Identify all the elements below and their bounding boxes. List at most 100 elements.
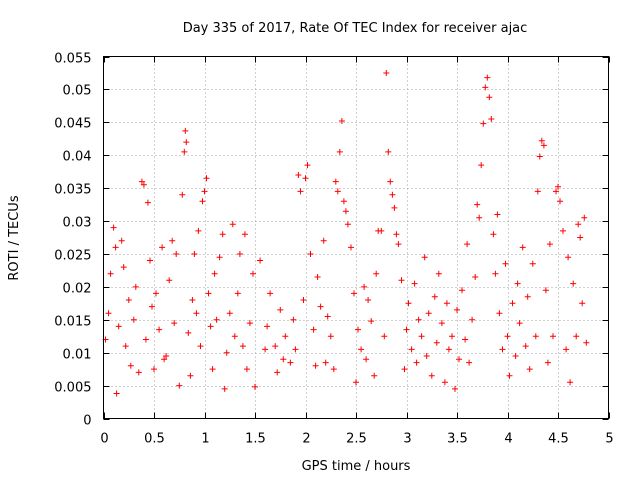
data-point: [550, 333, 556, 340]
data-point: [435, 270, 442, 277]
data-point: [514, 280, 521, 287]
data-point: [488, 116, 495, 122]
data-point: [272, 343, 279, 350]
data-point: [456, 356, 462, 363]
data-point: [462, 336, 469, 343]
data-point: [149, 303, 155, 310]
data-point: [348, 244, 354, 251]
data-point: [138, 178, 145, 185]
data-point: [338, 118, 345, 124]
data-point: [159, 244, 166, 251]
data-point: [484, 74, 491, 81]
data-point: [317, 303, 324, 310]
data-point: [358, 346, 365, 353]
data-point: [403, 326, 410, 333]
data-point: [538, 137, 545, 144]
data-point: [334, 188, 341, 195]
data-point: [223, 349, 230, 356]
data-point: [361, 283, 368, 290]
data-point: [304, 162, 311, 169]
data-point: [577, 234, 584, 241]
x-tick-label: 3.5: [447, 432, 468, 447]
y-tick-label: 0.055: [54, 52, 91, 67]
data-point: [277, 306, 284, 313]
data-point: [443, 300, 450, 307]
data-point: [563, 346, 570, 353]
data-point: [560, 227, 566, 234]
data-point: [142, 336, 149, 343]
data-point: [140, 181, 147, 188]
data-point: [570, 280, 577, 287]
data-point: [581, 214, 588, 221]
data-point: [209, 366, 216, 373]
data-point: [264, 323, 271, 330]
data-point: [320, 237, 327, 244]
data-point: [314, 274, 321, 280]
y-tick-label: 0.005: [54, 381, 91, 396]
x-tick-label: 2.5: [346, 432, 367, 447]
data-point: [355, 326, 361, 333]
data-point: [120, 264, 127, 271]
data-point: [166, 277, 173, 284]
data-point: [181, 148, 188, 155]
data-point: [280, 356, 287, 363]
data-point: [189, 297, 196, 303]
data-point: [110, 224, 117, 231]
data-point: [197, 343, 204, 350]
data-point: [378, 227, 385, 234]
data-point: [418, 333, 425, 340]
data-point: [573, 333, 580, 340]
data-point: [398, 277, 405, 284]
data-point: [502, 260, 509, 267]
data-point: [262, 346, 269, 353]
data-point: [199, 198, 206, 205]
data-point: [282, 333, 289, 340]
data-point: [287, 359, 294, 366]
data-point: [221, 385, 228, 392]
data-point: [474, 201, 481, 208]
data-point: [203, 175, 210, 182]
data-point: [127, 362, 134, 369]
y-tick-label: 0.015: [54, 315, 91, 330]
y-tick-label: 0.045: [54, 117, 91, 132]
data-point: [452, 385, 458, 392]
data-point: [226, 310, 233, 317]
data-point: [411, 280, 418, 287]
data-point: [472, 274, 479, 280]
data-point: [415, 316, 422, 323]
data-point: [340, 198, 347, 205]
data-point: [241, 231, 248, 238]
data-point: [469, 316, 476, 323]
data-point: [441, 379, 448, 386]
x-tick-label: 3: [403, 432, 411, 447]
y-tick-label: 0: [83, 414, 91, 429]
chart-title: Day 335 of 2017, Rate Of TEC Index for r…: [183, 21, 528, 36]
data-point: [423, 353, 430, 359]
data-point: [105, 310, 112, 317]
data-point: [365, 297, 372, 303]
x-tick-label: 0: [100, 432, 108, 447]
data-point: [163, 353, 170, 359]
data-point: [555, 183, 561, 190]
data-point: [290, 316, 297, 323]
data-point: [132, 283, 139, 290]
data-point: [391, 204, 398, 211]
data-point: [482, 84, 489, 91]
data-point: [522, 343, 529, 350]
data-point: [118, 237, 125, 244]
data-point: [459, 287, 465, 294]
data-point: [476, 214, 483, 221]
data-point: [431, 293, 438, 300]
data-point: [292, 346, 299, 353]
data-point: [393, 231, 400, 238]
data-point: [113, 390, 120, 397]
data-point: [185, 329, 192, 336]
data-point: [519, 244, 526, 251]
data-point: [480, 120, 487, 127]
data-point: [351, 290, 357, 297]
data-point: [205, 290, 212, 297]
data-point: [557, 198, 563, 205]
data-point: [532, 333, 539, 340]
data-point: [478, 162, 485, 169]
